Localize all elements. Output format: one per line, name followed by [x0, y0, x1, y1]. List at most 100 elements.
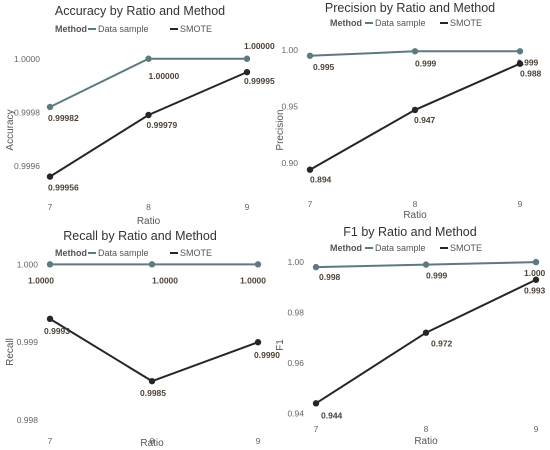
y-tick-label: 1.00: [287, 257, 304, 267]
y-axis-title: Accuracy: [5, 109, 16, 150]
chart-title: Recall by Ratio and Method: [63, 229, 217, 243]
x-tick-label: 9: [256, 436, 261, 446]
data-point-data-sample: [148, 261, 156, 268]
x-tick-label: 7: [48, 436, 53, 446]
data-point-smote: [46, 173, 54, 180]
y-tick-label: 0.999: [17, 337, 39, 347]
data-label-smote: 0.944: [321, 410, 343, 420]
data-label-smote: 0.988: [520, 69, 542, 79]
data-label-smote: 0.99979: [147, 120, 178, 130]
data-label-smote: 0.9990: [254, 350, 280, 360]
y-tick-label: 1.00: [281, 45, 298, 55]
data-label-data-sample: 1.0000: [240, 275, 266, 285]
data-point-data-sample: [254, 261, 262, 268]
data-point-smote: [306, 166, 314, 173]
data-point-data-sample: [46, 261, 54, 268]
data-point-smote: [532, 276, 540, 283]
legend-title: Method: [330, 243, 362, 253]
x-axis-title: Ratio: [414, 436, 438, 447]
data-label-data-sample: 0.995: [313, 62, 335, 72]
data-label-smote: 0.947: [414, 115, 436, 125]
chart-title: Accuracy by Ratio and Method: [55, 4, 225, 18]
data-point-smote: [422, 329, 430, 336]
data-point-data-sample: [411, 48, 419, 55]
data-point-data-sample: [532, 258, 540, 266]
data-label-data-sample: 0.99982: [48, 113, 79, 123]
x-axis-title: Ratio: [137, 216, 161, 227]
chart-f1: F1 by Ratio and Method Method Data sample S…: [275, 225, 546, 447]
series-line-smote: [315, 278, 537, 405]
legend-label-smote: SMOTE: [450, 243, 482, 253]
x-tick-label: 8: [150, 436, 155, 446]
x-tick-label: 7: [314, 424, 319, 434]
data-label-data-sample: 1.00000: [149, 71, 180, 81]
x-tick-label: 9: [518, 199, 523, 209]
y-tick-label: 0.94: [287, 408, 304, 418]
y-axis-title: Precision: [275, 109, 286, 150]
data-label-data-sample: 1.00000: [244, 41, 275, 51]
data-point-data-sample: [46, 103, 54, 111]
chart-precision: Precision by Ratio and Method Method Data …: [275, 1, 542, 221]
legend-label-data-sample: Data sample: [98, 248, 149, 258]
data-point-smote: [254, 339, 262, 346]
data-label-data-sample: 1.000: [524, 268, 546, 278]
legend-label-smote: SMOTE: [180, 24, 212, 34]
data-label-smote: 0.9985: [140, 388, 166, 398]
data-point-data-sample: [306, 52, 314, 59]
y-tick-label: 0.96: [287, 358, 304, 368]
data-point-smote: [411, 106, 419, 114]
legend: Method Data sample SMOTE: [55, 24, 212, 34]
x-tick-label: 9: [534, 424, 539, 434]
y-tick-label: 1.000: [17, 259, 39, 269]
chart-title: F1 by Ratio and Method: [343, 225, 476, 239]
y-tick-label: 0.9998: [14, 107, 40, 117]
data-label-data-sample: 0.998: [319, 272, 341, 282]
chart-title: Precision by Ratio and Method: [325, 1, 495, 15]
legend: Method Data sample SMOTE: [55, 248, 212, 258]
legend-title: Method: [330, 18, 362, 28]
y-tick-label: 0.9996: [14, 161, 40, 171]
y-tick-label: 0.90: [281, 158, 298, 168]
x-tick-label: 9: [245, 202, 250, 212]
x-tick-label: 8: [146, 202, 151, 212]
chart-accuracy: Accuracy by Ratio and Method Method Data s…: [5, 4, 275, 227]
legend-label-data-sample: Data sample: [375, 243, 426, 253]
x-axis-title: Ratio: [140, 438, 164, 449]
data-label-data-sample: 0.999: [517, 57, 539, 67]
data-label-smote: 0.894: [310, 175, 332, 185]
data-point-smote: [46, 315, 54, 323]
x-tick-label: 8: [413, 199, 418, 209]
legend-label-data-sample: Data sample: [375, 18, 426, 28]
x-tick-label: 7: [48, 202, 53, 212]
y-axis-title: F1: [275, 339, 286, 351]
data-point-data-sample: [422, 261, 430, 268]
data-label-smote: 0.993: [524, 286, 546, 296]
data-label-smote: 0.972: [431, 339, 453, 349]
x-tick-label: 7: [308, 199, 313, 209]
data-point-smote: [148, 377, 156, 385]
y-tick-label: 0.998: [17, 415, 39, 425]
data-point-data-sample: [243, 55, 251, 62]
data-point-smote: [145, 111, 152, 119]
x-tick-label: 8: [424, 424, 429, 434]
legend-label-smote: SMOTE: [180, 248, 212, 258]
data-label-smote: 0.99995: [244, 76, 275, 86]
y-tick-label: 1.0000: [14, 54, 40, 64]
data-point-smote: [516, 60, 524, 67]
data-label-data-sample: 1.0000: [152, 275, 178, 285]
data-label-smote: 0.99956: [48, 183, 79, 193]
data-point-data-sample: [312, 263, 320, 271]
chart-recall: Recall by Ratio and Method Method Data sam…: [5, 229, 280, 449]
data-label-data-sample: 0.999: [415, 58, 437, 68]
legend-title: Method: [55, 248, 87, 258]
x-axis-title: Ratio: [403, 210, 427, 221]
legend: Method Data sample SMOTE: [330, 18, 482, 28]
data-label-smote: 0.9993: [44, 326, 70, 336]
y-tick-label: 0.98: [287, 308, 304, 318]
data-label-data-sample: 1.0000: [28, 275, 54, 285]
series-line-data-sample: [49, 57, 247, 108]
legend-label-data-sample: Data sample: [98, 24, 149, 34]
data-point-data-sample: [145, 55, 152, 62]
y-tick-label: 0.95: [281, 102, 298, 112]
